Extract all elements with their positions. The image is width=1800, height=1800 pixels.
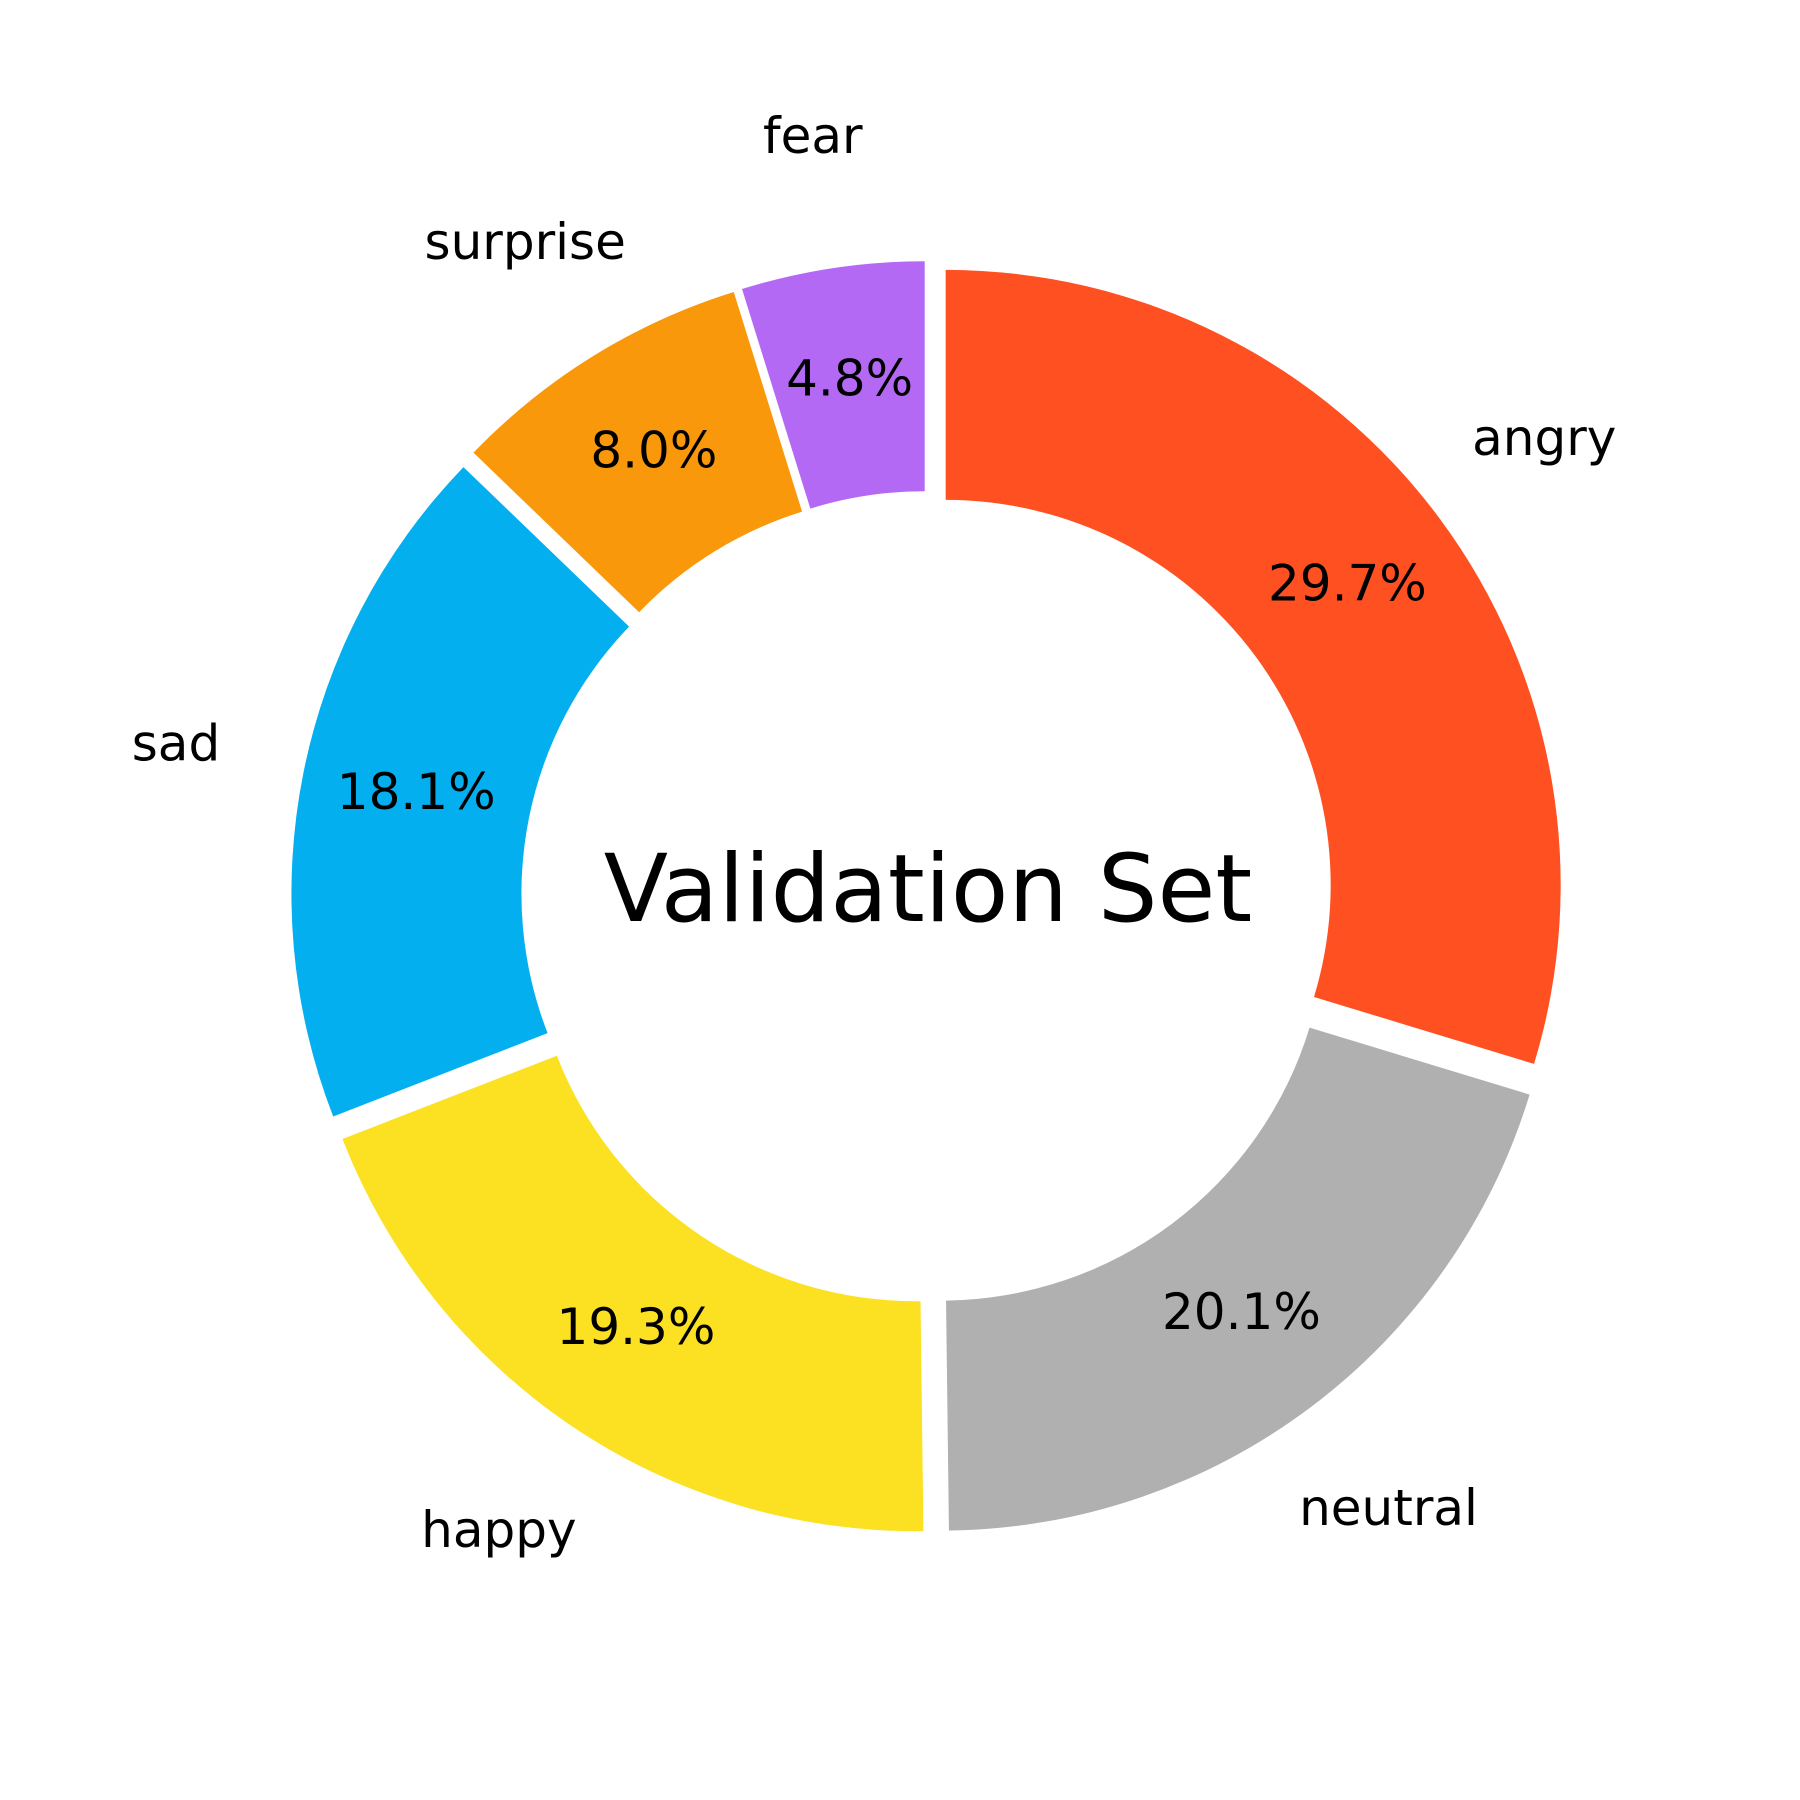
percent-label-fear: 4.8% — [786, 349, 913, 407]
category-label-sad: sad — [132, 715, 220, 773]
slice-surprise — [473, 292, 803, 613]
category-label-neutral: neutral — [1299, 1479, 1478, 1537]
percent-label-happy: 19.3% — [557, 1298, 716, 1356]
percent-label-surprise: 8.0% — [590, 421, 717, 479]
percent-labels: 29.7% 20.1% 19.3% 18.1% 8.0% 4.8% — [337, 349, 1427, 1356]
slice-happy — [342, 1055, 924, 1532]
center-title: Validation Set — [604, 835, 1252, 944]
slice-sad — [291, 467, 630, 1117]
category-label-surprise: surprise — [425, 213, 626, 271]
percent-label-angry: 29.7% — [1268, 555, 1427, 613]
percent-label-neutral: 20.1% — [1162, 1283, 1321, 1341]
donut-slices — [291, 261, 1561, 1532]
category-label-fear: fear — [763, 107, 863, 165]
category-labels: angry neutral happy sad surprise fear — [132, 107, 1617, 1559]
slice-angry — [945, 269, 1561, 1064]
slice-neutral — [946, 1027, 1530, 1531]
category-label-angry: angry — [1472, 409, 1616, 467]
slice-fear — [742, 261, 925, 509]
percent-label-sad: 18.1% — [337, 763, 496, 821]
category-label-happy: happy — [421, 1501, 576, 1559]
